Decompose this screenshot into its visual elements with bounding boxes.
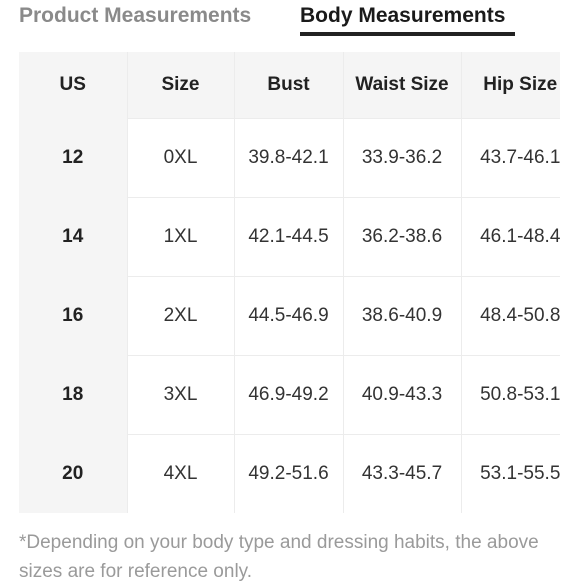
bust-cell: 39.8-42.1 <box>233 117 343 197</box>
size-chart-table-container[interactable]: US Size Bust Waist Size Hip Size 12 0XL … <box>19 52 560 515</box>
us-size-cell: 14 <box>19 197 127 276</box>
bust-cell: 42.1-44.5 <box>233 196 343 276</box>
hip-cell: 43.7-46.1 <box>460 117 560 197</box>
size-cell: 1XL <box>126 196 234 276</box>
waist-cell: 36.2-38.6 <box>342 196 461 276</box>
bust-cell: 49.2-51.6 <box>233 433 343 513</box>
us-size-cell: 16 <box>19 276 127 355</box>
tab-product-measurements[interactable]: Product Measurements <box>19 4 252 27</box>
header-size: Size <box>126 52 234 118</box>
reference-note: *Depending on your body type and dressin… <box>19 532 539 582</box>
size-cell: 3XL <box>126 354 234 434</box>
size-cell: 2XL <box>126 275 234 355</box>
waist-cell: 38.6-40.9 <box>342 275 461 355</box>
active-tab-indicator <box>300 32 515 36</box>
hip-cell: 53.1-55.5 <box>460 433 560 513</box>
header-hip-size: Hip Size <box>460 52 560 118</box>
us-size-cell: 20 <box>19 434 127 513</box>
hip-cell: 50.8-53.1 <box>460 354 560 434</box>
bust-cell: 44.5-46.9 <box>233 275 343 355</box>
size-chart-table: US Size Bust Waist Size Hip Size 12 0XL … <box>19 52 560 513</box>
hip-cell: 48.4-50.8 <box>460 275 560 355</box>
table-row: 20 4XL 49.2-51.6 43.3-45.7 53.1-55.5 <box>19 433 560 513</box>
waist-cell: 33.9-36.2 <box>342 117 461 197</box>
header-waist-size: Waist Size <box>342 52 461 118</box>
size-cell: 4XL <box>126 433 234 513</box>
waist-cell: 43.3-45.7 <box>342 433 461 513</box>
table-header-row: US Size Bust Waist Size Hip Size <box>19 52 560 118</box>
table-row: 14 1XL 42.1-44.5 36.2-38.6 46.1-48.4 <box>19 196 560 276</box>
measurement-tabs: Product Measurements Body Measurements <box>0 0 579 40</box>
header-bust: Bust <box>233 52 343 118</box>
tab-body-measurements[interactable]: Body Measurements <box>300 4 506 27</box>
us-size-cell: 12 <box>19 118 127 197</box>
header-us: US <box>59 74 86 95</box>
bust-cell: 46.9-49.2 <box>233 354 343 434</box>
table-row: 12 0XL 39.8-42.1 33.9-36.2 43.7-46.1 <box>19 117 560 197</box>
us-size-cell: 18 <box>19 355 127 434</box>
table-row: 18 3XL 46.9-49.2 40.9-43.3 50.8-53.1 <box>19 354 560 434</box>
table-row: 16 2XL 44.5-46.9 38.6-40.9 48.4-50.8 <box>19 275 560 355</box>
size-cell: 0XL <box>126 117 234 197</box>
waist-cell: 40.9-43.3 <box>342 354 461 434</box>
hip-cell: 46.1-48.4 <box>460 196 560 276</box>
